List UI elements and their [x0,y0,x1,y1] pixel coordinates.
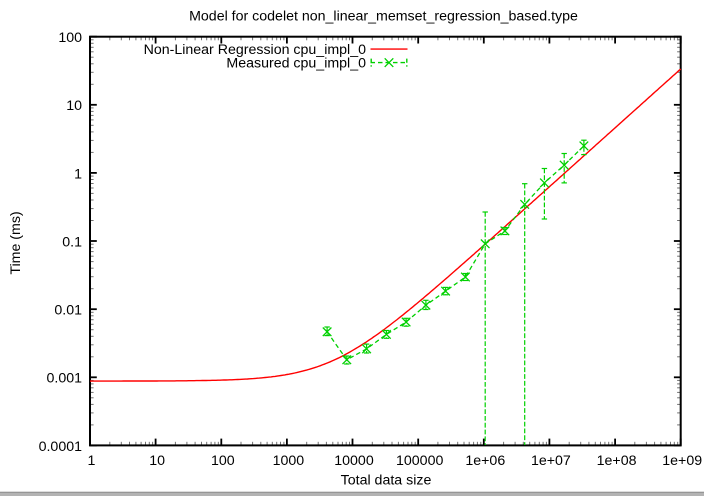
svg-text:Time (ms): Time (ms) [8,211,24,274]
svg-text:1e+08: 1e+08 [597,453,637,469]
svg-text:0.001: 0.001 [46,371,82,387]
svg-text:0.01: 0.01 [54,303,82,319]
svg-text:Total data size: Total data size [341,473,432,489]
svg-text:Measured cpu_impl_0: Measured cpu_impl_0 [226,55,366,71]
svg-text:1: 1 [74,166,82,182]
svg-text:1e+06: 1e+06 [465,453,505,469]
svg-text:0.0001: 0.0001 [39,439,83,455]
svg-text:1: 1 [88,453,96,469]
svg-text:Model for codelet non_linear_m: Model for codelet non_linear_memset_regr… [189,8,578,24]
svg-text:100: 100 [211,453,235,469]
svg-text:Non-Linear Regression cpu_impl: Non-Linear Regression cpu_impl_0 [144,42,367,58]
svg-text:1e+07: 1e+07 [531,453,571,469]
svg-text:100000: 100000 [396,453,443,469]
svg-text:1e+09: 1e+09 [662,453,702,469]
svg-text:1000: 1000 [273,453,305,469]
svg-text:10: 10 [149,453,165,469]
svg-text:10: 10 [66,98,82,114]
svg-text:100: 100 [58,30,82,46]
svg-text:0.1: 0.1 [62,234,82,250]
svg-text:10000: 10000 [334,453,374,469]
